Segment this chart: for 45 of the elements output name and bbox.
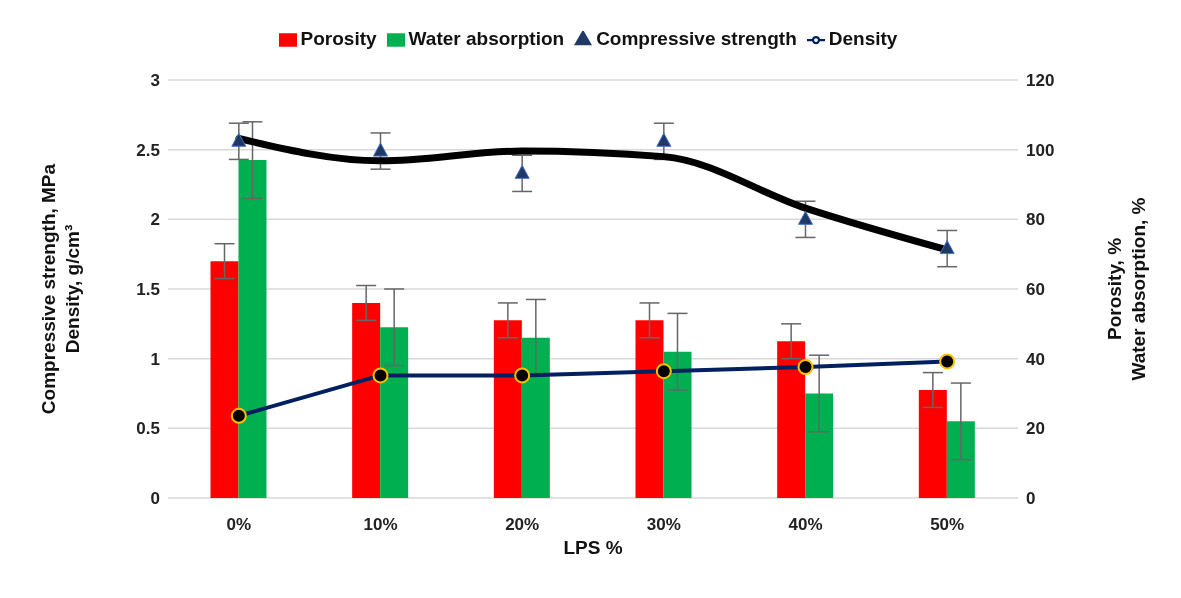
bar — [210, 261, 239, 498]
y-tick-label: 1 — [150, 349, 160, 369]
y2-tick-label: 100 — [1026, 140, 1055, 160]
bar — [777, 341, 806, 498]
x-tick-label: 50% — [930, 515, 965, 535]
y2-axis-title: Porosity, % Water absorption, % — [1103, 197, 1149, 381]
y-axis-title: Compressive strength, MPa Density, g/cm³ — [37, 163, 83, 415]
point — [656, 132, 672, 147]
y2-tick-label: 120 — [1026, 71, 1055, 91]
point — [939, 240, 955, 255]
x-tick-label: 40% — [788, 515, 823, 535]
y2-tick-label: 80 — [1026, 210, 1045, 230]
legend-label: Compressive strength — [596, 28, 797, 49]
y-tick-label: 2 — [150, 210, 160, 230]
bar — [805, 393, 834, 498]
y-tick-label: 1.5 — [136, 280, 160, 300]
x-tick-label: 20% — [505, 515, 540, 535]
x-axis-title: LPS % — [563, 537, 623, 558]
y2-tick-label: 20 — [1026, 419, 1045, 439]
bar — [663, 351, 692, 498]
bar — [493, 320, 522, 498]
legend-label: Porosity — [300, 28, 377, 49]
bar — [635, 320, 664, 498]
point — [373, 142, 388, 157]
point — [798, 210, 813, 225]
bar — [521, 337, 550, 498]
x-tick-label: 30% — [646, 515, 681, 535]
y2-tick-label: 40 — [1026, 349, 1045, 369]
y-tick-label: 2.5 — [136, 140, 160, 160]
y2-tick-label: 0 — [1026, 489, 1036, 509]
bar — [380, 327, 409, 498]
x-tick-label: 0% — [226, 515, 252, 535]
bar — [352, 302, 381, 498]
x-tick-label: 10% — [363, 515, 398, 535]
y-tick-label: 0 — [150, 489, 160, 509]
bar — [238, 160, 267, 498]
bar — [918, 390, 947, 498]
legend-label: Water absorption — [408, 28, 565, 49]
point — [514, 164, 530, 179]
y2-tick-label: 60 — [1026, 280, 1045, 300]
point — [231, 132, 247, 147]
y-tick-label: 3 — [150, 71, 160, 91]
y-tick-label: 0.5 — [136, 419, 160, 439]
bar — [946, 421, 975, 498]
legend-label: Density — [828, 28, 898, 49]
